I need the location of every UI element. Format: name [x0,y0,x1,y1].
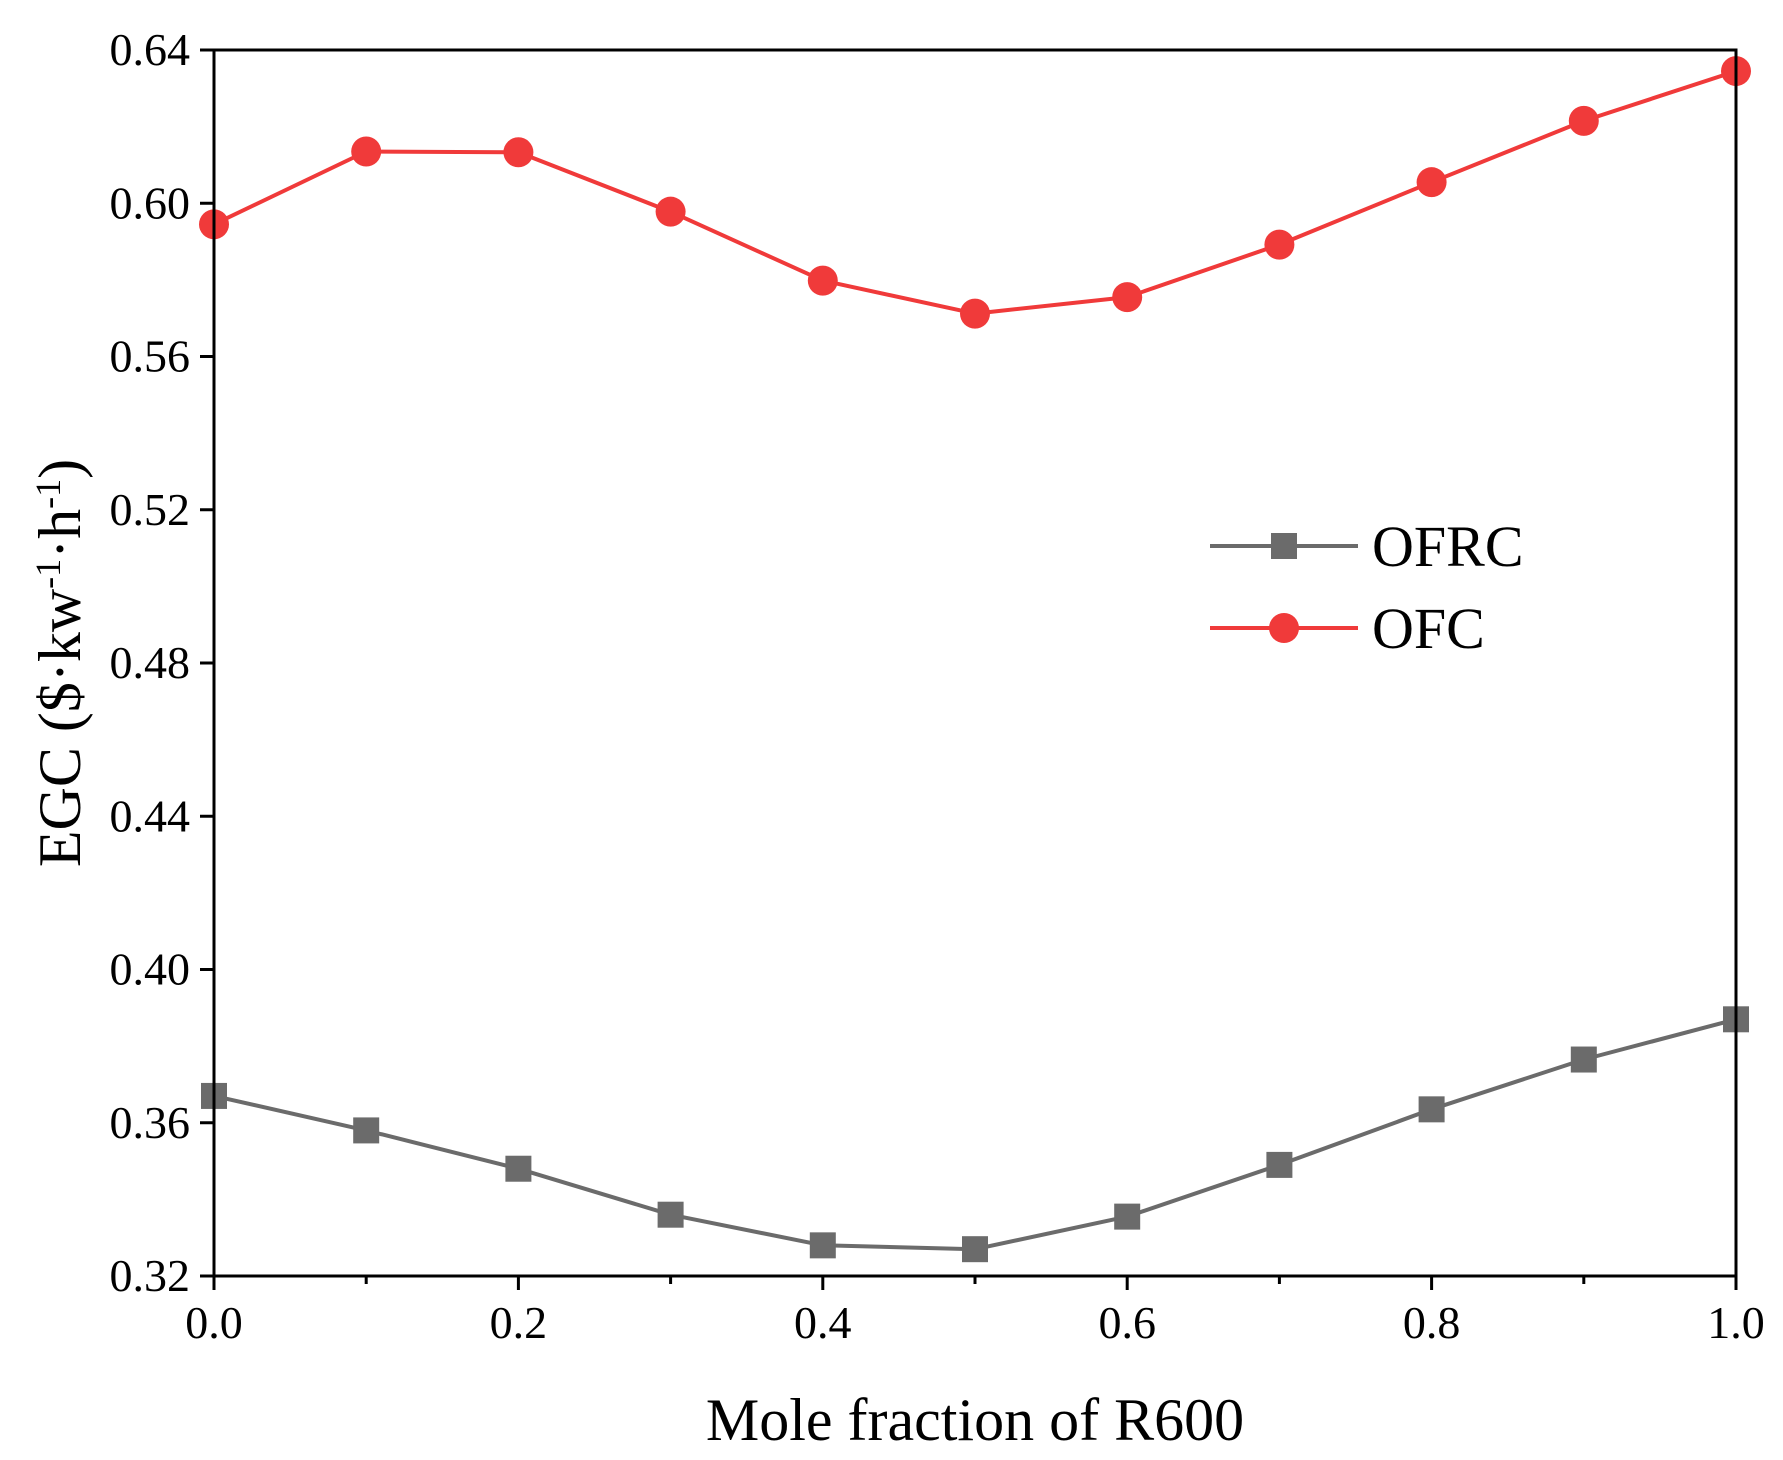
legend-label-ofc: OFC [1372,596,1485,661]
series-line-ofc [213,69,1737,316]
data-point-ofrc [1266,1151,1293,1178]
data-point-ofc [1264,229,1295,260]
legend-marker-ofrc [1271,533,1297,559]
x-axis-title: Mole fraction of R600 [706,1387,1244,1453]
x-tick-label: 0.2 [490,1297,548,1348]
data-point-ofrc [353,1117,380,1144]
data-point-ofc [1568,105,1599,136]
y-axis-title-suffix: ) [27,459,93,479]
y-axis-title-prefix: EGC ($·kw [27,588,93,867]
data-point-ofc [655,196,686,227]
data-point-ofrc [962,1236,988,1263]
legend-marker-ofc [1269,613,1299,643]
x-tick-label: 0.6 [1098,1297,1156,1348]
y-axis-title-mid: ·h [27,509,93,559]
y-tick-label: 0.36 [110,1097,191,1148]
data-point-ofc [807,265,838,296]
y-tick-label: 0.52 [110,484,191,535]
x-tick-label: 0.4 [794,1297,852,1348]
x-tick-label: 1.0 [1707,1297,1765,1348]
data-point-ofrc [1114,1203,1141,1230]
x-tick-label: 0.0 [185,1297,243,1348]
plot-frame [212,48,1738,1278]
y-tick-label: 0.60 [110,177,191,228]
y-tick-label: 0.48 [110,637,191,688]
y-tick-label: 0.56 [110,331,191,382]
data-point-ofrc [657,1201,684,1228]
y-axis-title-sup2: -1 [28,479,68,509]
axis-ticks [200,48,1738,1290]
data-point-ofrc [1418,1096,1445,1123]
data-point-ofc [351,136,382,167]
y-axis-title: EGC ($·kw-1·h-1) [27,459,93,867]
legend: OFRC OFC [1210,514,1524,661]
plot-series [199,56,1751,1263]
data-point-ofc [960,298,990,329]
legend-label-ofrc: OFRC [1372,514,1524,579]
x-tick-label: 0.8 [1403,1297,1461,1348]
data-point-ofrc [1570,1046,1597,1073]
data-point-ofrc [505,1155,532,1182]
data-point-ofc [503,137,534,168]
series-line-ofrc [213,1017,1737,1252]
data-point-ofc [1112,282,1143,313]
data-point-ofc [1416,167,1447,198]
data-point-ofrc [809,1232,836,1259]
y-tick-label: 0.40 [110,944,191,995]
y-tick-label: 0.44 [110,790,191,841]
tick-labels: 0.0 0.2 0.4 0.6 0.8 1.0 0.32 0.36 0.40 0.44 0.48 0.… [110,24,1765,1348]
y-tick-label: 0.32 [110,1250,191,1301]
y-axis-title-sup1: -1 [28,559,68,589]
y-tick-label: 0.64 [110,24,191,75]
